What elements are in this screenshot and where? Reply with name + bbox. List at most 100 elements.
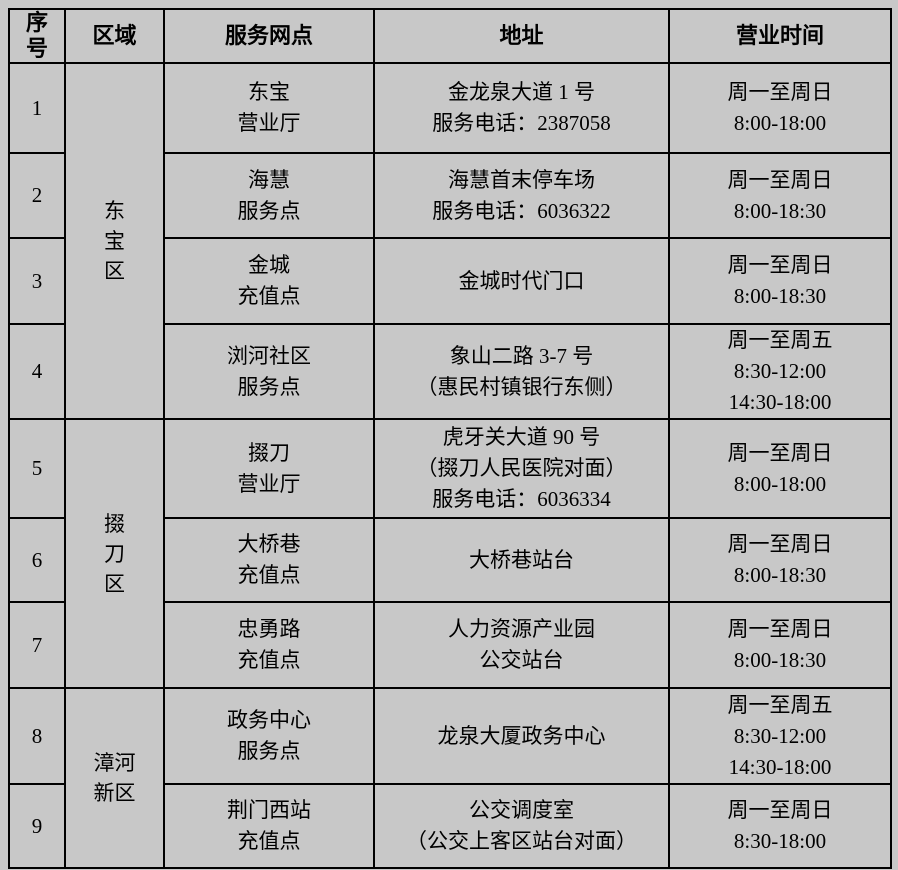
hours-cell: 周一至周日 8:00-18:30 <box>668 601 892 689</box>
row-number-cell: 6 <box>8 517 66 603</box>
header-seq-line: 序 <box>25 10 48 35</box>
address-cell: 虎牙关大道 90 号 （掇刀人民医院对面） 服务电话：6036334 <box>373 418 670 519</box>
table-row: 5 掇 刀 区 掇刀 营业厅 虎牙关大道 90 号 （掇刀人民医院对面） 服务电… <box>8 418 892 689</box>
hours-line: 8:00-18:30 <box>733 284 827 308</box>
table-row: 8 漳河 新区 政务中心 服务点 龙泉大厦政务中心 周一至周五 8:30-12:… <box>8 687 892 869</box>
address-cell: 象山二路 3-7 号 （惠民村镇银行东侧） <box>373 323 670 420</box>
table-row: 9 荆门西站 充值点 公交调度室 （公交上客区站台对面） 周一至周日 8:30-… <box>8 783 892 869</box>
hours-cell: 周一至周日 8:00-18:30 <box>668 152 892 239</box>
outlet-cell: 忠勇路 充值点 <box>163 601 375 689</box>
region-cell-duodao: 掇 刀 区 <box>64 418 165 689</box>
address-line: 龙泉大厦政务中心 <box>437 723 606 748</box>
header-outlet: 服务网点 <box>163 8 375 64</box>
hours-line: 8:00-18:30 <box>733 198 827 223</box>
header-seq: 序 号 <box>8 8 66 64</box>
row-number-cell: 9 <box>8 783 66 869</box>
outlet-line: 服务点 <box>237 198 301 223</box>
outlet-cell: 政务中心 服务点 <box>163 687 375 785</box>
hours-line: 8:00-18:00 <box>733 111 827 135</box>
outlet-cell: 东宝 营业厅 <box>163 62 375 154</box>
address-line: 金城时代门口 <box>458 268 585 293</box>
outlet-line: 东宝 <box>248 80 290 104</box>
row-number-cell: 7 <box>8 601 66 689</box>
header-address-label: 地址 <box>499 23 544 48</box>
hours-line: 8:00-18:30 <box>733 563 827 587</box>
outlet-cell: 金城 充值点 <box>163 237 375 325</box>
outlet-line: 海慧 <box>248 167 290 192</box>
outlet-line: 荆门西站 <box>227 798 311 822</box>
hours-line: 周一至周日 <box>727 532 833 556</box>
hours-line: 8:30-12:00 <box>733 359 827 383</box>
header-address: 地址 <box>373 8 670 64</box>
address-cell: 海慧首末停车场 服务电话：6036322 <box>373 152 670 239</box>
row-number-cell: 2 <box>8 152 66 239</box>
outlet-line: 忠勇路 <box>237 617 301 641</box>
outlet-line: 大桥巷 <box>237 532 301 556</box>
outlet-line: 政务中心 <box>227 708 311 732</box>
region-cell-dongbao: 东 宝 区 <box>64 62 165 420</box>
hours-line: 周一至周日 <box>727 617 833 641</box>
table-row: 1 东 宝 区 东宝 营业厅 金龙泉大道 1 号 服务电话：2387058 周一… <box>8 62 892 420</box>
outlet-cell: 大桥巷 充值点 <box>163 517 375 603</box>
header-region: 区域 <box>64 8 165 64</box>
hours-line: 周一至周日 <box>727 167 833 192</box>
outlet-line: 金城 <box>248 253 290 277</box>
hours-cell: 周一至周日 8:00-18:00 <box>668 418 892 519</box>
address-line: 服务电话：6036322 <box>432 198 611 223</box>
header-region-label: 区域 <box>92 23 137 48</box>
address-line: 大桥巷站台 <box>469 547 574 572</box>
address-line: 人力资源产业园 <box>448 617 595 641</box>
address-line: 公交调度室 <box>469 798 574 822</box>
outlet-line: 充值点 <box>237 648 301 672</box>
address-line: （惠民村镇银行东侧） <box>416 374 627 399</box>
hours-cell: 周一至周日 8:00-18:00 <box>668 62 892 154</box>
region-label-line: 漳河 <box>93 751 136 775</box>
address-line: （掇刀人民医院对面） <box>416 456 627 480</box>
hours-line: 14:30-18:00 <box>728 390 832 414</box>
hours-line: 周一至周五 <box>727 692 833 717</box>
outlet-line: 服务点 <box>237 374 301 399</box>
row-number-cell: 1 <box>8 62 66 154</box>
table-row: 6 大桥巷 充值点 大桥巷站台 周一至周日 8:00-18:30 <box>8 517 892 603</box>
table-row: 2 海慧 服务点 海慧首末停车场 服务电话：6036322 周一至周日 8:00… <box>8 152 892 239</box>
table-row: 4 浏河社区 服务点 象山二路 3-7 号 （惠民村镇银行东侧） 周一至周五 8… <box>8 323 892 420</box>
outlet-cell: 海慧 服务点 <box>163 152 375 239</box>
row-number-cell: 3 <box>8 237 66 325</box>
hours-line: 8:00-18:00 <box>733 471 827 496</box>
outlet-line: 营业厅 <box>237 111 301 135</box>
outlet-line: 掇刀 <box>248 440 290 465</box>
hours-line: 8:00-18:30 <box>733 648 827 672</box>
region-label-line: 区 <box>104 259 125 283</box>
address-line: 象山二路 3-7 号 <box>449 343 594 368</box>
region-label-line: 宝 <box>104 229 125 253</box>
hours-line: 周一至周五 <box>727 328 833 352</box>
address-line: 服务电话：6036334 <box>432 487 611 511</box>
row-number-cell: 8 <box>8 687 66 785</box>
address-line: 虎牙关大道 90 号 <box>442 425 601 449</box>
outlet-cell: 浏河社区 服务点 <box>163 323 375 420</box>
region-label-line: 新区 <box>93 781 136 805</box>
address-cell: 金龙泉大道 1 号 服务电话：2387058 <box>373 62 670 154</box>
header-hours: 营业时间 <box>668 8 892 64</box>
region-cell-zhanghe: 漳河 新区 <box>64 687 165 869</box>
address-line: 公交站台 <box>479 648 564 672</box>
header-hours-label: 营业时间 <box>735 23 824 48</box>
hours-line: 周一至周日 <box>727 440 833 465</box>
hours-line: 8:30-12:00 <box>733 723 827 748</box>
region-label-line: 东 <box>104 199 125 223</box>
service-outlets-table: 序 号 区域 服务网点 地址 营业时间 1 <box>8 8 892 869</box>
header-outlet-label: 服务网点 <box>224 23 313 48</box>
address-line: （公交上客区站台对面） <box>406 829 637 853</box>
address-line: 服务电话：2387058 <box>432 111 611 135</box>
header-row: 序 号 区域 服务网点 地址 营业时间 <box>8 8 892 64</box>
region-label-line: 刀 <box>104 541 125 566</box>
hours-cell: 周一至周日 8:30-18:00 <box>668 783 892 869</box>
table-row: 7 忠勇路 充值点 人力资源产业园 公交站台 周一至周日 8:00-18:30 <box>8 601 892 689</box>
hours-line: 周一至周日 <box>727 253 833 277</box>
address-cell: 人力资源产业园 公交站台 <box>373 601 670 689</box>
outlet-line: 充值点 <box>237 284 301 308</box>
hours-line: 14:30-18:00 <box>728 754 832 779</box>
header-seq-line: 号 <box>25 36 48 61</box>
outlet-line: 营业厅 <box>237 471 301 496</box>
outlet-cell: 掇刀 营业厅 <box>163 418 375 519</box>
